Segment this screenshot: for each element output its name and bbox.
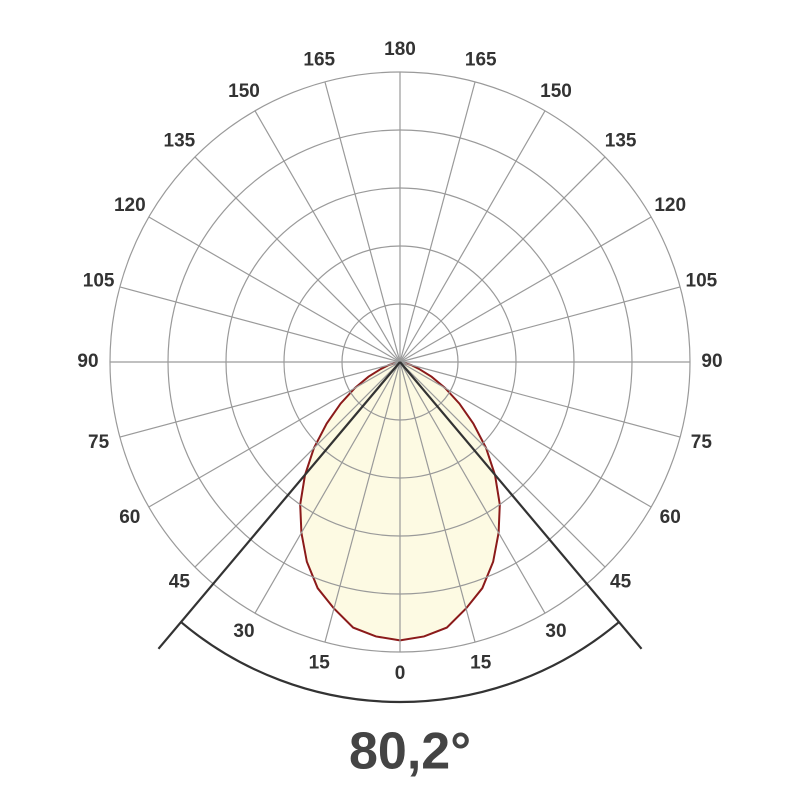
angle-label: 105: [83, 270, 115, 291]
angle-label: 165: [303, 50, 335, 71]
spoke: [324, 361, 401, 643]
spoke: [399, 156, 606, 363]
spoke: [254, 361, 401, 614]
angle-label: 0: [395, 663, 406, 684]
spoke: [119, 286, 401, 363]
spoke: [399, 81, 476, 363]
curve-right: [399, 361, 501, 642]
labels: 0 15 15 30 30 45 45 60 60 75 75 90 90 105 105 120 120 135…: [77, 39, 722, 684]
angle-label: 15: [309, 652, 331, 673]
angle-label: 120: [114, 195, 146, 216]
angle-label: 150: [540, 81, 572, 102]
beam-arc: [180, 621, 620, 704]
angle-label: 30: [233, 621, 254, 642]
angle-label: 135: [164, 130, 196, 151]
angle-label: 135: [605, 130, 637, 151]
spoke: [119, 361, 401, 438]
angle-label: 75: [691, 432, 713, 453]
angle-label: 45: [169, 572, 191, 593]
spoke: [148, 361, 401, 508]
spoke: [194, 361, 401, 568]
angle-label: 90: [701, 351, 722, 372]
angle-label: 15: [470, 652, 492, 673]
spoke: [399, 361, 476, 643]
angle-label: 120: [654, 195, 686, 216]
angle-label: 30: [545, 621, 566, 642]
spoke: [148, 216, 401, 363]
spoke: [399, 361, 681, 438]
angle-label: 150: [228, 81, 260, 102]
beam-line: [157, 361, 401, 650]
angle-label: 75: [88, 432, 110, 453]
spoke: [399, 110, 546, 363]
angle-label: 165: [465, 50, 497, 71]
angle-label: 60: [119, 507, 140, 528]
spoke: [324, 81, 401, 363]
spoke: [399, 361, 606, 568]
angle-label: 45: [610, 572, 632, 593]
beam: [157, 361, 643, 704]
grid: [109, 71, 691, 653]
curve-left: [299, 361, 401, 642]
spoke: [399, 286, 681, 363]
angle-label: 90: [77, 351, 98, 372]
spoke: [399, 216, 652, 363]
spoke: [399, 361, 546, 614]
spoke: [254, 110, 401, 363]
beam-line: [399, 361, 643, 650]
angle-label: 105: [686, 270, 718, 291]
beam-angle-label: 80,2°: [349, 723, 471, 781]
angle-label: 60: [660, 507, 681, 528]
angle-label: 180: [384, 39, 416, 60]
spoke: [194, 156, 401, 363]
spoke: [399, 361, 652, 508]
